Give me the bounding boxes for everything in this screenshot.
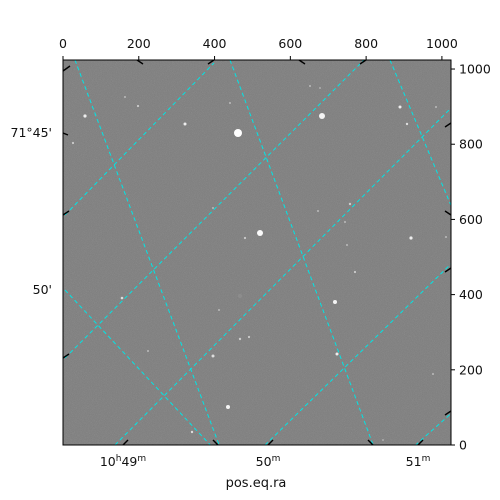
star — [348, 202, 352, 206]
star — [317, 210, 319, 212]
star — [229, 102, 231, 104]
y-right-tick-label: 1000 — [459, 62, 491, 77]
grid-line — [414, 412, 451, 445]
star — [243, 236, 247, 240]
grid-line — [389, 60, 451, 207]
x-top-tick-label: 1000 — [426, 36, 458, 51]
x-top-tick-label: 0 — [59, 36, 67, 51]
wcs-edge-tick — [417, 439, 424, 446]
y-right-tick-label: 800 — [459, 137, 483, 152]
star — [432, 373, 434, 375]
star — [147, 350, 149, 352]
star — [234, 129, 242, 137]
star — [211, 354, 215, 358]
star — [183, 122, 187, 126]
sky-image — [63, 60, 451, 445]
grid-line — [64, 289, 211, 445]
wcs-edge-tick — [136, 59, 144, 65]
wcs-edge-tick — [367, 439, 374, 446]
wcs-edge-tick — [359, 59, 367, 65]
dec-tick-label: 71°45' — [11, 125, 53, 140]
x-top-tick-label: 800 — [354, 36, 378, 51]
wcs-edge-tick — [298, 59, 306, 65]
star — [333, 300, 337, 304]
star — [382, 439, 384, 441]
grid-line — [64, 60, 365, 359]
grid-line — [64, 62, 215, 216]
star — [237, 293, 243, 299]
star — [319, 87, 321, 89]
star — [335, 352, 339, 356]
axis-ticks — [62, 56, 455, 446]
star — [71, 141, 75, 145]
axis-tick-labels: 0 200 400 600 800 1000 0 200 400 600 800 1000 10h49m… — [11, 36, 491, 469]
grid-line — [229, 60, 374, 445]
star — [405, 122, 409, 126]
ra-tick-label: 10h49m — [100, 454, 146, 469]
grid-line — [114, 107, 451, 445]
grid-line — [264, 263, 451, 445]
star — [309, 85, 311, 87]
star — [319, 113, 325, 119]
wcs-edge-tick — [267, 439, 274, 446]
star — [353, 270, 357, 274]
wcs-edge-tick — [62, 353, 70, 359]
star — [247, 335, 251, 339]
wcs-edge-tick — [122, 439, 129, 446]
x-top-tick-label: 600 — [278, 36, 302, 51]
star — [226, 405, 230, 409]
star — [409, 236, 413, 240]
star — [238, 337, 242, 341]
star — [83, 114, 87, 118]
wcs-edge-tick — [444, 267, 452, 273]
star — [346, 244, 348, 246]
star — [190, 430, 194, 434]
y-right-tick-label: 600 — [459, 212, 483, 227]
wcs-edge-tick — [62, 210, 70, 216]
star — [212, 207, 214, 209]
x-top-tick-label: 200 — [127, 36, 151, 51]
y-right-tick-label: 0 — [459, 438, 467, 453]
star — [218, 309, 220, 311]
x-top-tick-label: 400 — [203, 36, 227, 51]
star — [435, 106, 437, 108]
star — [445, 236, 447, 238]
y-right-tick-label: 200 — [459, 362, 483, 377]
wcs-edge-tick — [207, 59, 215, 65]
wcs-edge-tick — [62, 65, 71, 72]
wcs-edge-tick — [444, 122, 452, 128]
coordinate-grid — [64, 60, 451, 445]
star — [136, 104, 140, 108]
x-axis-title: pos.eq.ra — [226, 476, 287, 491]
y-right-tick-label: 400 — [459, 287, 483, 302]
wcs-edge-tick — [62, 132, 69, 136]
star — [398, 105, 402, 109]
ra-tick-label: 51m — [406, 454, 431, 469]
star — [124, 96, 126, 98]
wcs-edge-tick — [444, 410, 452, 416]
ra-tick-label: 50m — [256, 454, 281, 469]
star — [120, 296, 124, 300]
star-field — [71, 85, 447, 441]
image-frame — [62, 59, 452, 446]
dec-tick-label: 50' — [33, 282, 52, 297]
star — [257, 230, 263, 236]
star — [344, 221, 346, 223]
wcs-edge-tick — [444, 210, 452, 216]
wcs-edge-tick — [212, 439, 219, 446]
